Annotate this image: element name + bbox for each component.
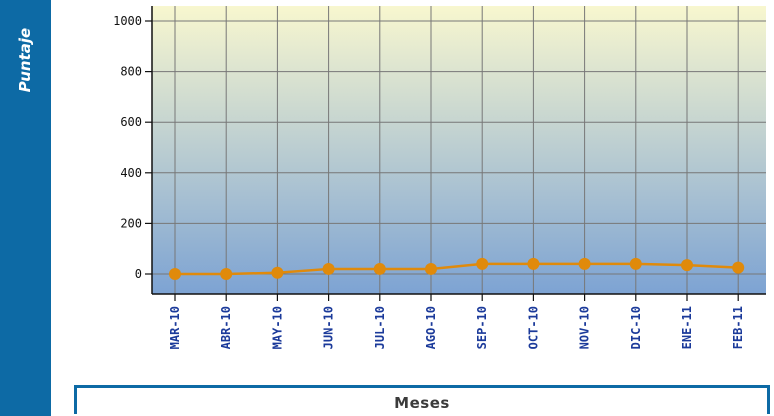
line-chart: 0 200 400 600 800 1000 MAR-10 ABR-10 MAY-10 JUN-… bbox=[113, 6, 766, 349]
data-point bbox=[732, 261, 745, 274]
axes bbox=[145, 6, 766, 301]
data-point bbox=[578, 257, 591, 270]
x-tick-label: JUN-10 bbox=[322, 306, 336, 349]
data-point bbox=[681, 259, 693, 272]
data-point bbox=[629, 257, 642, 270]
y-tick-label: 800 bbox=[120, 65, 142, 79]
data-point bbox=[169, 268, 181, 280]
x-tick-label: MAY-10 bbox=[270, 306, 284, 349]
data-point bbox=[322, 262, 335, 275]
x-tick-label: NOV-10 bbox=[578, 306, 592, 349]
y-tick-label: 200 bbox=[120, 216, 142, 230]
data-point bbox=[373, 262, 386, 275]
x-tick-label: SEP-10 bbox=[475, 306, 489, 349]
x-tick-label: DIC-10 bbox=[629, 306, 643, 349]
series-line bbox=[175, 262, 739, 276]
data-point bbox=[425, 262, 437, 275]
y-tick-label: 600 bbox=[120, 115, 142, 129]
data-point bbox=[271, 266, 284, 279]
grid-lines bbox=[152, 6, 766, 294]
x-tick-label: FEB-11 bbox=[731, 306, 745, 349]
series-layer bbox=[169, 257, 745, 280]
data-point bbox=[527, 257, 540, 270]
x-tick-label: AGO-10 bbox=[424, 306, 438, 349]
y-tick-label: 400 bbox=[120, 166, 142, 180]
x-tick-labels: MAR-10 ABR-10 MAY-10 JUN-10 JUL-10 AGO-10 SEP-… bbox=[168, 306, 745, 349]
x-axis-title: Meses bbox=[394, 394, 450, 412]
x-tick-label: ABR-10 bbox=[219, 306, 233, 349]
x-tick-label: JUL-10 bbox=[373, 306, 387, 349]
x-tick-label: MAR-10 bbox=[168, 306, 182, 349]
x-axis-title-box: Meses bbox=[74, 385, 770, 414]
y-tick-labels: 0 200 400 600 800 1000 bbox=[113, 14, 142, 281]
y-tick-label: 1000 bbox=[113, 14, 142, 28]
plot-area bbox=[152, 6, 766, 294]
data-point bbox=[476, 257, 489, 270]
x-tick-label: ENE-11 bbox=[680, 306, 694, 349]
y-tick-label: 0 bbox=[135, 267, 142, 281]
data-point bbox=[220, 268, 233, 280]
x-tick-label: OCT-10 bbox=[526, 306, 540, 349]
y-axis-label-bar: Puntaje bbox=[0, 0, 51, 416]
